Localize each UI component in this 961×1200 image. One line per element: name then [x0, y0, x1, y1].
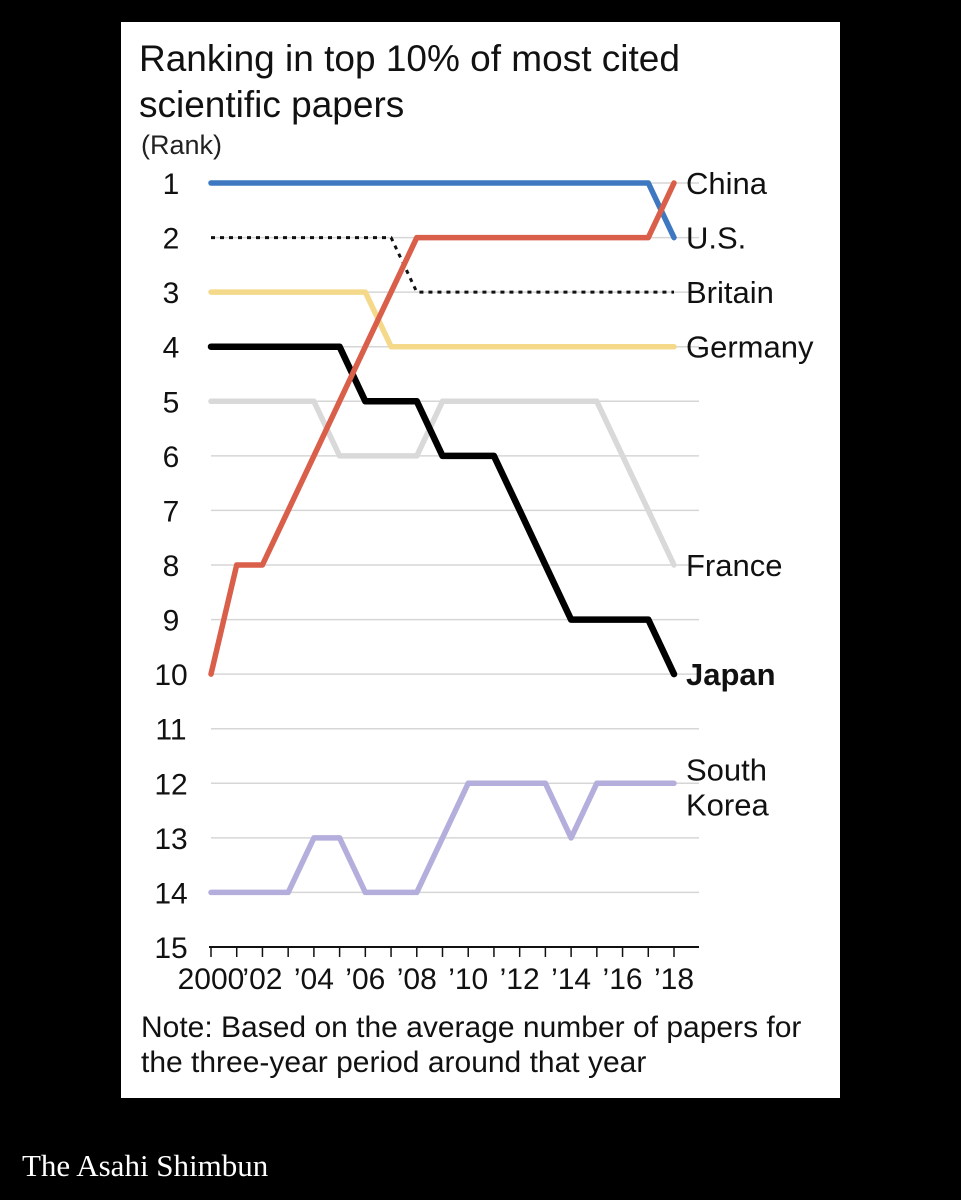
series-china: China: [208, 166, 768, 677]
y-tick-label-2: 2: [163, 223, 180, 256]
y-tick-label-7: 7: [163, 495, 180, 528]
series-label-france: France: [686, 548, 782, 583]
y-tick-label-13: 13: [154, 823, 187, 856]
series-south-korea: South Korea: [208, 752, 769, 896]
series-britain: Britain: [211, 236, 774, 310]
series-line-south-korea: [208, 780, 677, 896]
chart-note: Note: Based on the average number of pap…: [141, 1011, 802, 1079]
y-tick-label-1: 1: [163, 168, 180, 201]
x-tick-label-2008: ’08: [397, 963, 437, 996]
chart-panel: Ranking in top 10% of most cited scienti…: [121, 22, 840, 1098]
series-label-line: Japan: [686, 657, 776, 692]
series-germany: Germany: [208, 289, 814, 365]
y-tick-label-10: 10: [154, 659, 187, 692]
series-label-line: Germany: [686, 330, 814, 365]
series-line-u-s: [208, 180, 677, 241]
chart-title: Ranking in top 10% of most cited scienti…: [139, 38, 680, 125]
y-tick-label-6: 6: [163, 441, 180, 474]
series-label-china: China: [686, 166, 768, 201]
y-tick-label-3: 3: [163, 277, 180, 310]
series-france: France: [208, 398, 782, 583]
series-label-line: China: [686, 166, 768, 201]
x-tick-label-2012: ’12: [500, 963, 540, 996]
series-u-s: U.S.: [208, 180, 746, 256]
x-tick-label-2018: ’18: [654, 963, 694, 996]
series-label-line: Korea: [686, 787, 769, 822]
y-tick-label-5: 5: [163, 386, 180, 419]
y-tick-label-9: 9: [163, 605, 180, 638]
x-tick-label-2014: ’14: [551, 963, 591, 996]
y-axis-label: (Rank): [141, 130, 222, 160]
series-line-japan: [207, 343, 678, 678]
series-label-south-korea: South Korea: [686, 752, 769, 822]
x-tick-label-2016: ’16: [603, 963, 643, 996]
series-label-line: France: [686, 548, 782, 583]
y-tick-label-4: 4: [163, 332, 180, 365]
series-japan: Japan: [207, 343, 776, 692]
series-label-line: U.S.: [686, 221, 746, 256]
series-line-britain: [211, 236, 674, 294]
series-label-japan: Japan: [686, 657, 776, 692]
series-label-line: South: [686, 752, 767, 787]
series-line-germany: [208, 289, 677, 350]
series-line-france: [208, 398, 677, 568]
y-tick-label-12: 12: [154, 768, 187, 801]
x-tick-label-2000: 2000: [178, 963, 245, 996]
series-label-line: Britain: [686, 275, 774, 310]
y-tick-label-11: 11: [155, 714, 186, 747]
y-tick-label-15: 15: [154, 932, 187, 965]
x-tick-label-2010: ’10: [448, 963, 488, 996]
x-tick-label-2004: ’04: [294, 963, 334, 996]
y-tick-label-14: 14: [154, 877, 187, 910]
series-label-britain: Britain: [686, 275, 774, 310]
series-line-china: [208, 180, 677, 677]
x-tick-label-2002: ’02: [242, 963, 282, 996]
series-label-u-s: U.S.: [686, 221, 746, 256]
y-tick-label-8: 8: [163, 550, 180, 583]
source-credit: The Asahi Shimbun: [22, 1148, 269, 1183]
x-tick-label-2006: ’06: [345, 963, 385, 996]
line-chart: (Rank)1234567891011121314152000’02’04’06…: [141, 130, 814, 996]
series-label-germany: Germany: [686, 330, 814, 365]
